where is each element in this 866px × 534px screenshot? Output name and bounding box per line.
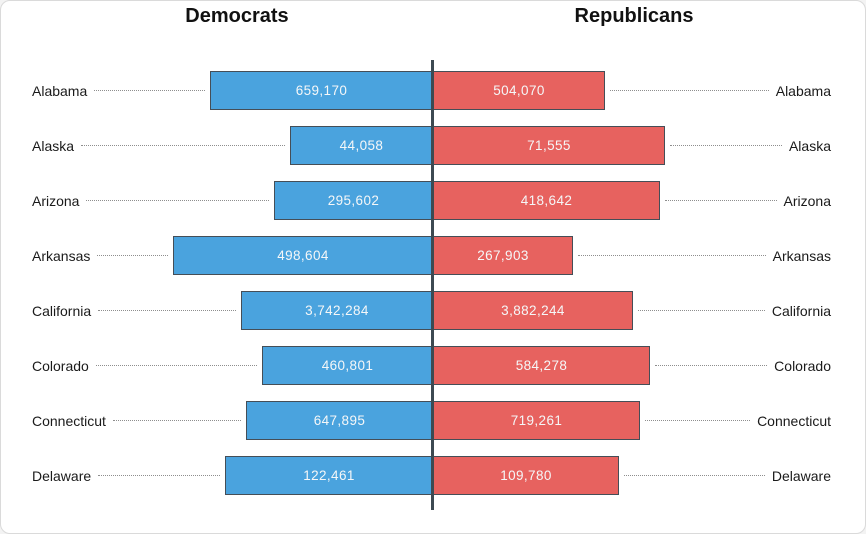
row-left-half: Colorado 460,801 [1, 338, 433, 393]
row-right-half: 504,070 Alabama [433, 63, 865, 118]
row-right-half: 71,555 Alaska [433, 118, 865, 173]
row-left-half: Delaware 122,461 [1, 448, 433, 503]
republican-bar: 3,882,244 [433, 291, 633, 330]
row-right-half: 584,278 Colorado [433, 338, 865, 393]
republican-bar-value: 418,642 [520, 193, 573, 208]
chart-row: Connecticut 647,895 719,261 Connecticut [1, 393, 865, 448]
leader-line-right [638, 310, 765, 311]
republican-bar-value: 719,261 [510, 413, 563, 428]
democrat-bar-value: 122,461 [303, 468, 355, 483]
democrat-bar: 647,895 [246, 401, 433, 440]
republican-bar: 418,642 [433, 181, 660, 220]
state-label-left: Connecticut [32, 412, 106, 429]
leader-line-left [112, 420, 241, 421]
row-right-half: 267,903 Arkansas [433, 228, 865, 283]
chart-row: Colorado 460,801 584,278 Colorado [1, 338, 865, 393]
state-label-left: Colorado [32, 357, 89, 374]
leader-line-left [98, 310, 236, 311]
state-label-right: Arkansas [772, 247, 831, 264]
chart-row: Alabama 659,170 504,070 Alabama [1, 63, 865, 118]
republican-bar: 109,780 [433, 456, 619, 495]
republican-bar-value: 109,780 [500, 468, 552, 483]
leader-line-left [97, 255, 168, 256]
republican-bar-value: 584,278 [515, 358, 568, 373]
republican-bar: 71,555 [433, 126, 665, 165]
bar-rows: Alabama 659,170 504,070 Alabama Alaska 44,058… [1, 63, 865, 503]
democrat-bar: 44,058 [290, 126, 433, 165]
state-label-right: Arizona [783, 192, 831, 209]
democrat-bar-value: 647,895 [313, 413, 366, 428]
leader-line-right [655, 365, 768, 366]
row-left-half: Alaska 44,058 [1, 118, 433, 173]
republican-bar-value: 71,555 [527, 138, 571, 153]
leader-line-left [94, 90, 205, 91]
democrat-bar-value: 295,602 [327, 193, 380, 208]
republican-bar-value: 504,070 [493, 83, 545, 98]
republican-bar-value: 3,882,244 [501, 303, 565, 318]
leader-line-right [665, 200, 777, 201]
democrat-bar-value: 460,801 [321, 358, 374, 373]
republican-bar: 584,278 [433, 346, 650, 385]
state-label-right: California [771, 302, 831, 319]
democrat-bar: 3,742,284 [241, 291, 433, 330]
leader-line-left [81, 145, 285, 146]
republican-bar: 267,903 [433, 236, 573, 275]
leader-line-right [578, 255, 766, 256]
row-right-half: 3,882,244 California [433, 283, 865, 338]
democrat-bar-value: 498,604 [277, 248, 329, 263]
state-label-right: Colorado [774, 357, 831, 374]
state-label-right: Delaware [771, 467, 831, 484]
democrat-bar-value: 44,058 [339, 138, 384, 153]
democrat-bar-value: 659,170 [295, 83, 348, 98]
democrat-bar: 122,461 [225, 456, 433, 495]
left-column-title: Democrats [185, 5, 289, 27]
chart-row: Alaska 44,058 71,555 Alaska [1, 118, 865, 173]
leader-line-right [670, 145, 782, 146]
state-label-left: Delaware [32, 467, 92, 484]
republican-bar: 719,261 [433, 401, 640, 440]
center-axis-line [431, 60, 434, 510]
chart-row: Arizona 295,602 418,642 Arizona [1, 173, 865, 228]
leader-line-right [645, 420, 751, 421]
state-label-left: Arizona [32, 192, 80, 209]
state-label-left: Alaska [32, 137, 75, 154]
right-column-title: Republicans [574, 5, 694, 27]
chart-row: Delaware 122,461 109,780 Delaware [1, 448, 865, 503]
state-label-right: Alabama [775, 82, 831, 99]
row-left-half: Arkansas 498,604 [1, 228, 433, 283]
row-left-half: California 3,742,284 [1, 283, 433, 338]
leader-line-left [86, 200, 269, 201]
state-label-right: Connecticut [757, 412, 831, 429]
leader-line-left [98, 475, 220, 476]
state-label-left: California [32, 302, 92, 319]
row-right-half: 109,780 Delaware [433, 448, 865, 503]
chart-row: California 3,742,284 3,882,244 California [1, 283, 865, 338]
row-left-half: Alabama 659,170 [1, 63, 433, 118]
leader-line-left [95, 365, 257, 366]
state-label-left: Arkansas [32, 247, 91, 264]
democrat-bar: 295,602 [274, 181, 433, 220]
state-label-left: Alabama [32, 82, 88, 99]
democrat-bar: 460,801 [262, 346, 433, 385]
row-left-half: Connecticut 647,895 [1, 393, 433, 448]
democrat-bar: 498,604 [173, 236, 433, 275]
state-label-right: Alaska [788, 137, 831, 154]
democrat-bar: 659,170 [210, 71, 433, 110]
row-right-half: 418,642 Arizona [433, 173, 865, 228]
row-right-half: 719,261 Connecticut [433, 393, 865, 448]
democrat-bar-value: 3,742,284 [305, 303, 369, 318]
leader-line-right [610, 90, 769, 91]
row-left-half: Arizona 295,602 [1, 173, 433, 228]
leader-line-right [624, 475, 765, 476]
republican-bar: 504,070 [433, 71, 605, 110]
republican-bar-value: 267,903 [477, 248, 529, 263]
